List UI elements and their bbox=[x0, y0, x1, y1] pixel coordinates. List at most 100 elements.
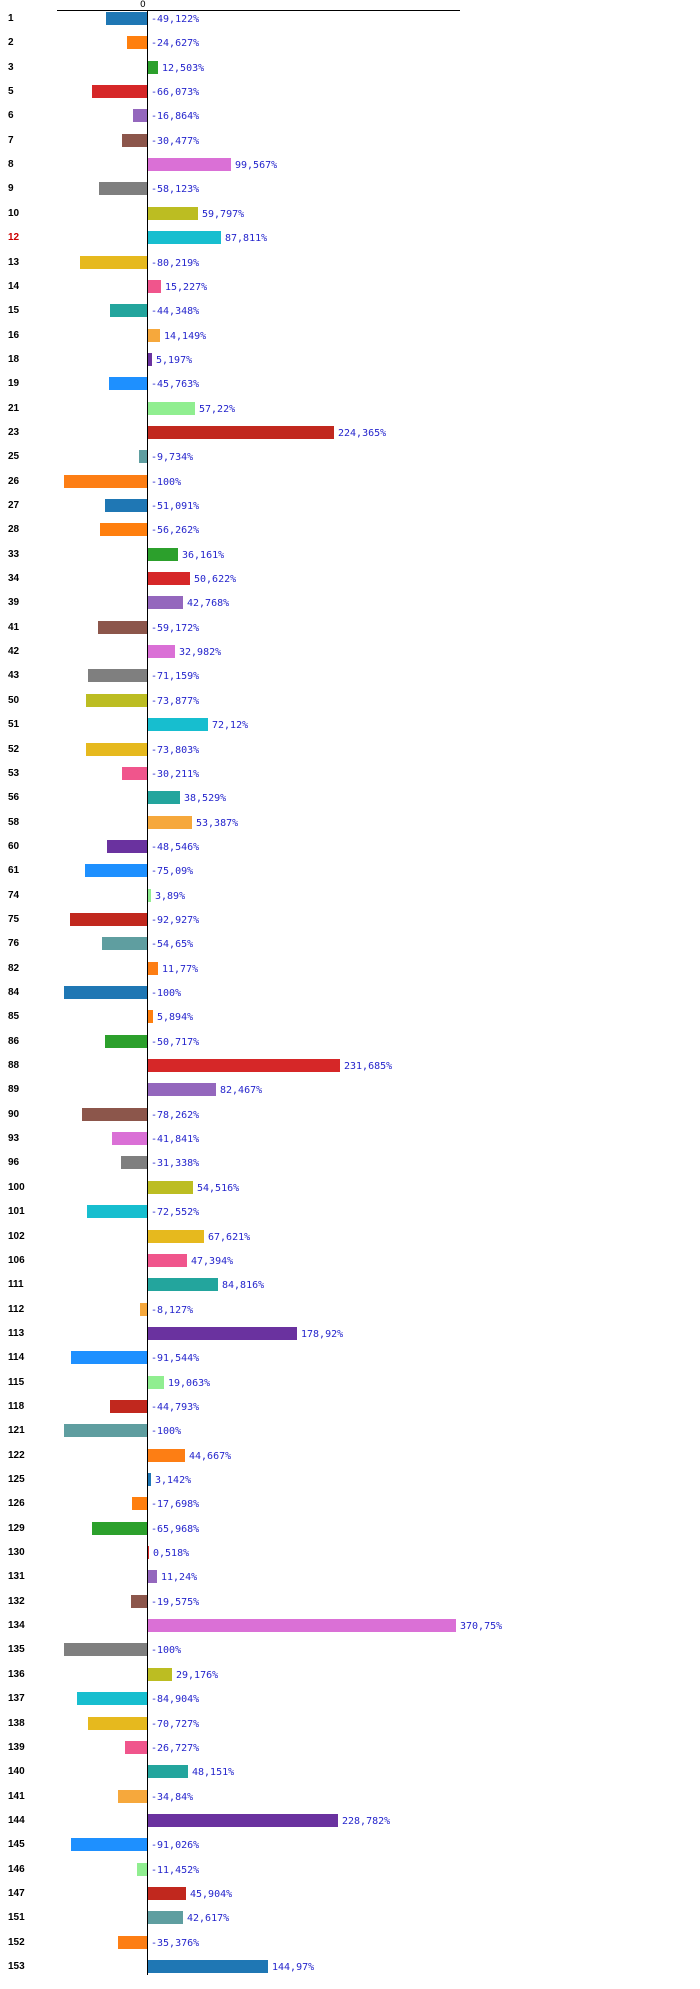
bar bbox=[148, 1376, 164, 1389]
value-label: -30,211% bbox=[151, 769, 200, 780]
value-label: 19,063% bbox=[168, 1378, 211, 1389]
bar bbox=[148, 61, 158, 74]
chart-row: 114 -91,544% bbox=[0, 1347, 700, 1371]
chart-row: 89 82,467% bbox=[0, 1079, 700, 1103]
bar bbox=[148, 1010, 153, 1023]
bar bbox=[64, 1424, 147, 1437]
bar bbox=[148, 353, 152, 366]
chart-row: 42 32,982% bbox=[0, 641, 700, 665]
row-label: 9 bbox=[8, 183, 14, 194]
bar bbox=[127, 36, 147, 49]
value-label: -59,172% bbox=[151, 623, 200, 634]
bar bbox=[107, 840, 147, 853]
zero-axis-line bbox=[147, 10, 148, 1975]
value-label: -65,968% bbox=[151, 1524, 200, 1535]
row-label: 23 bbox=[8, 427, 20, 438]
chart-row: 58 53,387% bbox=[0, 812, 700, 836]
bar bbox=[121, 1156, 147, 1169]
value-label: 82,467% bbox=[220, 1085, 263, 1096]
value-label: 50,622% bbox=[194, 574, 237, 585]
row-label: 76 bbox=[8, 938, 20, 949]
value-label: 53,387% bbox=[196, 818, 239, 829]
chart-row: 28 -56,262% bbox=[0, 519, 700, 543]
row-label: 39 bbox=[8, 597, 20, 608]
bar bbox=[140, 1303, 147, 1316]
bar bbox=[148, 1546, 149, 1559]
row-label: 137 bbox=[8, 1693, 25, 1704]
chart-row: 125 3,142% bbox=[0, 1469, 700, 1493]
chart-row: 106 47,394% bbox=[0, 1250, 700, 1274]
value-label: -19,575% bbox=[151, 1597, 200, 1608]
bar bbox=[148, 1570, 157, 1583]
chart-row: 7 -30,477% bbox=[0, 130, 700, 154]
value-label: -71,159% bbox=[151, 671, 200, 682]
bar bbox=[148, 402, 195, 415]
bar bbox=[148, 158, 231, 171]
bar bbox=[105, 499, 147, 512]
chart-row: 100 54,516% bbox=[0, 1177, 700, 1201]
value-label: 48,151% bbox=[192, 1767, 235, 1778]
chart-row: 147 45,904% bbox=[0, 1883, 700, 1907]
bar bbox=[100, 523, 147, 536]
value-label: -54,65% bbox=[151, 939, 194, 950]
bar bbox=[148, 718, 208, 731]
bar bbox=[148, 1668, 172, 1681]
row-label: 90 bbox=[8, 1109, 20, 1120]
bar bbox=[148, 596, 183, 609]
chart-row: 145 -91,026% bbox=[0, 1834, 700, 1858]
bar bbox=[70, 913, 147, 926]
chart-row: 112 -8,127% bbox=[0, 1299, 700, 1323]
row-label: 60 bbox=[8, 841, 20, 852]
chart-row: 82 11,77% bbox=[0, 958, 700, 982]
value-label: -49,122% bbox=[151, 14, 200, 25]
row-label: 74 bbox=[8, 890, 20, 901]
chart-row: 60 -48,546% bbox=[0, 836, 700, 860]
row-label: 19 bbox=[8, 378, 20, 389]
bar bbox=[88, 1717, 147, 1730]
value-label: 15,227% bbox=[165, 282, 208, 293]
row-label: 41 bbox=[8, 622, 20, 633]
row-label: 89 bbox=[8, 1084, 20, 1095]
value-label: 87,811% bbox=[225, 233, 268, 244]
value-label: -66,073% bbox=[151, 87, 200, 98]
row-label: 1 bbox=[8, 13, 14, 24]
bar bbox=[118, 1790, 147, 1803]
row-label: 82 bbox=[8, 963, 20, 974]
row-label: 7 bbox=[8, 135, 14, 146]
value-label: -30,477% bbox=[151, 136, 200, 147]
row-label: 101 bbox=[8, 1206, 25, 1217]
chart-row: 88 231,685% bbox=[0, 1055, 700, 1079]
chart-row: 21 57,22% bbox=[0, 398, 700, 422]
chart-row: 96 -31,338% bbox=[0, 1152, 700, 1176]
bar bbox=[71, 1838, 147, 1851]
value-label: -75,09% bbox=[151, 866, 194, 877]
value-label: 5,894% bbox=[157, 1012, 194, 1023]
row-label: 140 bbox=[8, 1766, 25, 1777]
bar bbox=[99, 182, 147, 195]
row-label: 106 bbox=[8, 1255, 25, 1266]
bar bbox=[148, 1254, 187, 1267]
chart-row: 1 -49,122% bbox=[0, 8, 700, 32]
row-label: 139 bbox=[8, 1742, 25, 1753]
chart-row: 39 42,768% bbox=[0, 592, 700, 616]
row-label: 111 bbox=[8, 1279, 24, 1290]
value-label: 42,768% bbox=[187, 598, 230, 609]
bar bbox=[98, 621, 147, 634]
bar bbox=[148, 231, 221, 244]
value-label: 0,518% bbox=[153, 1548, 190, 1559]
chart-row: 56 38,529% bbox=[0, 787, 700, 811]
chart-row: 18 5,197% bbox=[0, 349, 700, 373]
value-label: 29,176% bbox=[176, 1670, 219, 1681]
value-label: 67,621% bbox=[208, 1232, 251, 1243]
chart-row: 122 44,667% bbox=[0, 1445, 700, 1469]
row-label: 125 bbox=[8, 1474, 25, 1485]
chart-row: 144 228,782% bbox=[0, 1810, 700, 1834]
value-label: -44,348% bbox=[151, 306, 200, 317]
bar bbox=[148, 1449, 185, 1462]
row-label: 25 bbox=[8, 451, 20, 462]
row-label: 16 bbox=[8, 330, 20, 341]
value-label: 36,161% bbox=[182, 550, 225, 561]
value-label: -73,877% bbox=[151, 696, 200, 707]
chart-row: 101 -72,552% bbox=[0, 1201, 700, 1225]
